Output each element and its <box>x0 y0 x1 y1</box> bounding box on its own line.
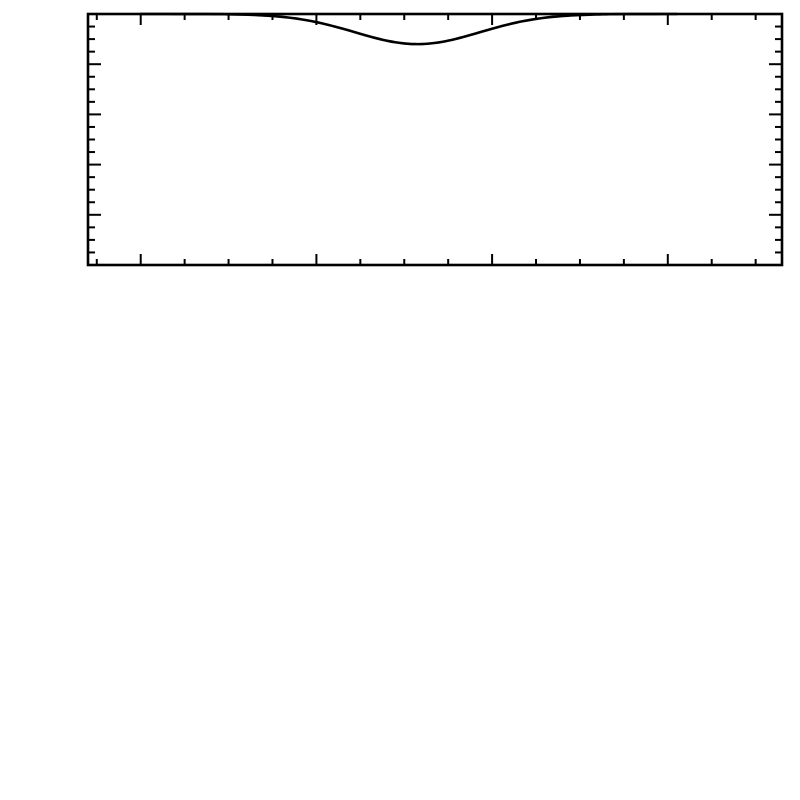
top-panel <box>86 12 784 267</box>
top-curve-a <box>139 12 678 46</box>
